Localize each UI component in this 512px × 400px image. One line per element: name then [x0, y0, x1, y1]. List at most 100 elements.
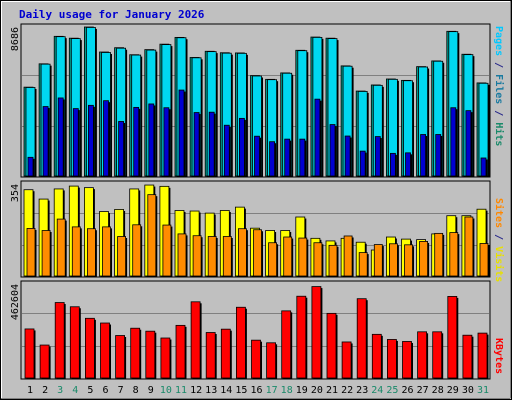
kbytes-bar-14-face: [220, 328, 231, 379]
kbytes-bar-12-face: [190, 301, 201, 379]
kbytes-bar-4: [69, 306, 81, 380]
x-tick-21: 21: [326, 385, 338, 396]
x-tick-22: 22: [341, 385, 353, 396]
kbytes-bar-30-face: [462, 334, 473, 379]
kbytes-bar-20: [311, 286, 323, 380]
kbytes-bar-24: [371, 333, 383, 380]
sites-bar-4-face: [71, 226, 81, 277]
kbytes-bar-6-face: [100, 322, 110, 379]
kbytes-bar-31-face: [477, 332, 488, 379]
pages-bar-21: [329, 124, 337, 178]
sites-bar-15-face: [237, 228, 247, 277]
sites-bar-19-face: [298, 237, 308, 277]
pages-bar-22-face: [344, 135, 351, 177]
sites-bar-26-face: [404, 244, 413, 277]
kbytes-bar-19: [296, 295, 308, 380]
pages-bar-28: [435, 134, 443, 178]
kbytes-bar-11-face: [175, 324, 186, 379]
sites-bar-31: [479, 243, 490, 278]
kbytes-bar-27-face: [417, 331, 428, 379]
sites-bar-29: [449, 232, 460, 278]
sites-bar-13: [207, 236, 218, 278]
kbytes-bar-23: [356, 298, 368, 380]
kbytes-bar-8: [130, 327, 142, 380]
hits-axis-label: Pages / Files / Hits: [493, 26, 505, 146]
kbytes-bar-2: [39, 344, 51, 380]
axis-label-part-0-3: /: [493, 104, 504, 122]
pages-bar-8-face: [133, 106, 140, 177]
sites-bar-6-face: [102, 226, 111, 277]
sites-bar-29-face: [449, 232, 459, 277]
pages-bar-4-face: [72, 108, 79, 177]
kbytes-bar-22: [341, 341, 353, 380]
pages-bar-19-face: [299, 138, 306, 177]
pages-bar-25: [389, 152, 397, 178]
sites-bar-11: [177, 233, 188, 278]
pages-bar-12-face: [193, 112, 200, 177]
sites-bar-7-face: [117, 236, 126, 277]
pages-bar-1-face: [27, 156, 34, 177]
sites-bar-30-face: [464, 216, 474, 277]
pages-bar-28-face: [435, 134, 442, 177]
sites-bar-23-face: [358, 252, 368, 277]
sites-bar-2: [41, 230, 52, 278]
sites-bar-17-face: [268, 242, 278, 277]
kbytes-bar-26: [402, 341, 413, 380]
sites-bar-12: [192, 235, 203, 278]
pages-bar-25-face: [389, 152, 396, 177]
kbytes-bar-15-face: [235, 306, 246, 379]
kbytes-bar-3: [54, 302, 66, 380]
sites-bar-5: [87, 228, 97, 278]
sites-bar-20: [313, 242, 324, 278]
pages-bar-6: [103, 100, 110, 178]
pages-bar-1: [27, 156, 35, 178]
pages-bar-30: [465, 110, 473, 178]
kbytes-bar-17: [266, 342, 278, 380]
pages-bar-29: [450, 107, 458, 178]
x-tick-12: 12: [190, 385, 202, 396]
kbytes-y-max-label: 462604: [10, 284, 21, 320]
pages-bar-19: [299, 138, 307, 178]
sites-bar-9: [147, 194, 158, 278]
axis-label-part-0-1: /: [493, 56, 504, 74]
x-tick-24: 24: [371, 385, 383, 396]
pages-bar-21-face: [329, 124, 336, 177]
sites-bar-31-face: [479, 243, 489, 277]
pages-bar-13-face: [208, 111, 215, 177]
pages-bar-13: [208, 111, 216, 178]
sites-bar-1: [26, 228, 37, 278]
pages-bar-4: [72, 108, 80, 178]
pages-bar-10: [163, 107, 171, 178]
sites-bar-27: [419, 241, 430, 278]
pages-bar-24-face: [374, 136, 381, 177]
pages-bar-7: [118, 121, 126, 178]
visits-axis-label: Sites / Visits: [493, 198, 505, 282]
pages-bar-16: [254, 135, 261, 178]
pages-bar-9-face: [148, 103, 155, 177]
x-tick-11: 11: [175, 385, 187, 396]
pages-bar-27: [420, 134, 428, 178]
sites-bar-3-face: [56, 218, 66, 277]
kbytes-bar-16: [251, 339, 262, 380]
sites-bar-14-face: [222, 236, 232, 277]
x-tick-29: 29: [447, 385, 459, 396]
kbytes-bar-10-face: [160, 337, 171, 379]
sites-bar-24-face: [373, 244, 383, 277]
pages-bar-14-face: [223, 124, 230, 177]
pages-bar-15-face: [238, 117, 245, 177]
pages-bar-17: [269, 141, 277, 178]
hits-y-max-label: 8686: [10, 27, 21, 51]
kbytes-bar-18-face: [281, 310, 292, 379]
pages-bar-26-face: [405, 152, 411, 177]
kbytes-bar-23-face: [356, 298, 367, 379]
kbytes-bar-3-face: [54, 302, 65, 379]
x-tick-26: 26: [401, 385, 413, 396]
sites-bar-24: [373, 244, 384, 278]
pages-bar-20: [314, 98, 322, 178]
sites-bar-19: [298, 237, 309, 278]
axis-label-part-0-2: Files: [493, 74, 505, 104]
x-tick-10: 10: [160, 385, 172, 396]
sites-bar-10: [162, 224, 173, 278]
sites-bar-21: [328, 244, 339, 278]
kbytes-bar-31: [477, 332, 489, 380]
